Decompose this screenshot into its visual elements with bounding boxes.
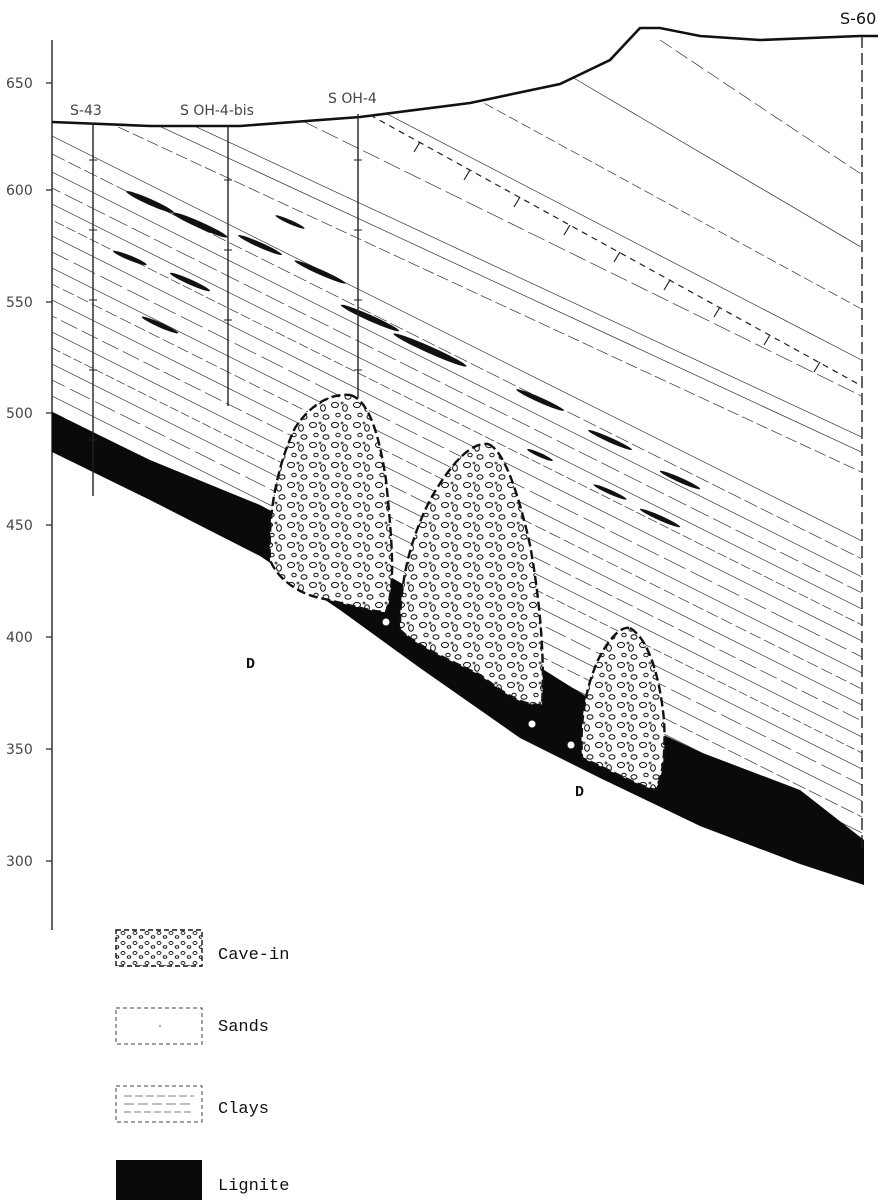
borehole-label-s43: S-43 <box>70 103 102 119</box>
ground-surface <box>51 26 878 128</box>
borehole-label-s60: S-60 <box>840 9 876 28</box>
fault-line <box>369 114 861 386</box>
legend-label-sands: Sands <box>218 1018 269 1037</box>
borehole-label-soh4: S OH-4 <box>328 91 377 107</box>
cave-in-body <box>580 626 666 792</box>
seam-clasts <box>381 617 576 750</box>
elevation-axis: 650 600 550 500 450 400 350 300 <box>6 40 53 930</box>
legend-swatch-cave-in <box>115 929 203 967</box>
boreholes <box>92 36 863 850</box>
legend-label-clays: Clays <box>218 1100 269 1119</box>
clay-lenses <box>113 191 701 528</box>
legend-swatch-lignite <box>116 1160 202 1200</box>
cave-in-body <box>268 393 394 614</box>
legend: Cave-in Sands Clays Lignite <box>115 929 289 1200</box>
legend-label-cave-in: Cave-in <box>218 946 289 965</box>
tick-label-650: 650 <box>6 76 33 92</box>
tick-label-300: 300 <box>6 854 33 870</box>
tick-label-450: 450 <box>6 518 33 534</box>
marker-label: D <box>246 656 255 673</box>
tick-label-600: 600 <box>6 183 33 199</box>
borehole-label-soh4bis: S OH-4-bis <box>180 103 254 119</box>
legend-swatch-sands <box>115 1007 203 1045</box>
legend-label-lignite: Lignite <box>218 1177 289 1196</box>
marker-label: D <box>575 784 584 801</box>
borehole-ticks <box>89 159 362 441</box>
cave-in-bodies <box>268 393 666 792</box>
tick-label-550: 550 <box>6 295 33 311</box>
tick-label-400: 400 <box>6 630 33 646</box>
tick-label-500: 500 <box>6 406 33 422</box>
strata-hatching <box>52 39 862 850</box>
tick-label-350: 350 <box>6 742 33 758</box>
cave-in-body <box>398 442 545 707</box>
